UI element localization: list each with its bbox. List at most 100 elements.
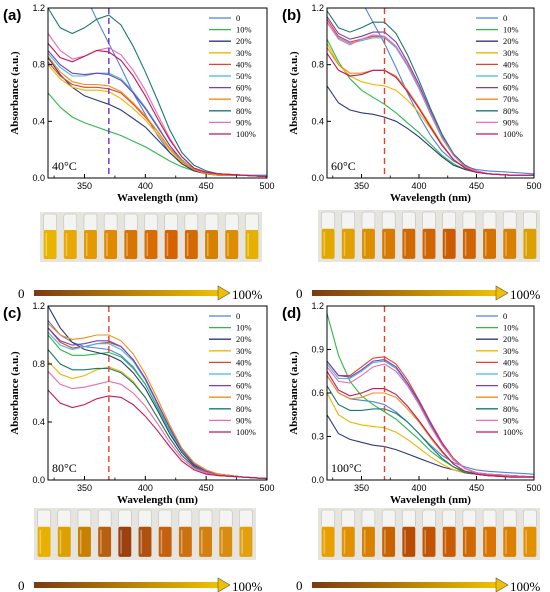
x-tick-label: 350 [77,483,92,493]
x-tick-label: 400 [411,181,426,191]
vial-4 [118,509,132,557]
series-line-0 [90,8,267,176]
legend-entry: 40% [236,357,252,367]
x-axis-label: Wavelength (nm) [390,192,471,204]
series-line-10% [48,334,267,480]
y-tick-label: 0.4 [311,116,324,126]
vial-2 [77,509,92,557]
vial-liquid [83,230,97,259]
x-tick-label: 350 [77,181,92,191]
vial-highlight [384,529,386,554]
series-line-90% [48,33,267,178]
vial-liquid [77,526,91,557]
vial-liquid [43,230,57,259]
legend-entry: 100% [236,129,256,139]
vial-liquid [178,526,192,557]
vial-highlight [39,529,42,554]
legend-entry: 60% [236,83,252,93]
series-line-70% [48,323,267,480]
vial-cap [503,509,517,528]
vial-liquid [144,230,158,259]
y-axis-label: Absorbance (a.u.) [9,351,21,435]
vial-5 [422,509,436,557]
vial-photo [40,212,262,262]
series-group [48,306,267,480]
legend-entry: 50% [236,71,252,81]
legend-entry: 50% [503,369,519,379]
vial-2 [83,213,98,259]
series-line-100% [327,52,534,176]
gradient-arrow-head [495,577,509,592]
vial-highlight [424,529,427,554]
vial-highlight [106,233,108,256]
panel-2: (c) 350 400 450 500 0.0 0.4 0.8 1.2 Wavelength (n… [3,301,275,592]
legend-entry: 70% [236,94,252,104]
vial-liquid [422,228,436,259]
x-axis-label: Wavelength (nm) [390,494,471,506]
vial-liquid [341,526,355,557]
y-tick-label: 1.2 [311,3,324,13]
vial-cap [77,509,92,528]
vial-liquid [523,526,537,557]
scale-end-label: 100% [232,579,263,592]
panel-label: (c) [3,305,21,322]
vial-7 [178,509,193,557]
vial-3 [381,211,396,259]
plot-frame [47,7,268,179]
vial-3 [381,509,396,557]
gradient-arrow-bar [312,582,496,588]
panel-label: (d) [282,305,301,322]
vial-cap [402,211,416,230]
x-tick-label: 400 [138,181,153,191]
legend-entry: 20% [236,36,252,46]
vial-cap [178,509,193,528]
vial-highlight [384,231,386,256]
vial-3 [97,509,112,557]
vial-cap [138,509,152,528]
scale-start-label: 0 [296,578,303,592]
vial-1 [57,509,71,557]
x-tick-label: 450 [469,181,484,191]
temperature-label: 40°C [52,159,77,173]
legend-entry: 10% [236,25,252,35]
legend-entry: 20% [503,334,519,344]
vial-liquid [361,526,375,557]
vial-cap [341,211,355,230]
gradient-arrow-head [217,285,231,301]
legend-entry: 50% [236,369,252,379]
legend-entry: 90% [236,117,252,127]
series-line-90% [327,363,534,478]
series-line-100% [48,389,267,480]
vial-liquid [138,526,152,557]
vial-photo [34,508,256,560]
vial-cap [361,509,376,528]
vial-cap [158,509,172,528]
vial-8 [482,509,497,557]
vial-cap [523,509,537,528]
vial-liquid [199,526,213,557]
vial-4 [124,213,138,259]
y-tick-label: 0.4 [32,116,45,126]
vial-6 [442,509,456,557]
y-tick-label: 0.3 [311,432,324,442]
vial-highlight [247,233,249,256]
legend-entry: 30% [236,48,252,58]
gradient-arrow-bar [312,290,496,296]
vial-5 [138,509,152,557]
series-line-100% [48,43,267,178]
vial-highlight [444,529,447,554]
legend-entry: 0 [503,13,507,23]
temperature-label: 60°C [331,159,356,173]
vial-cap [442,509,456,528]
vial-liquid [57,526,71,557]
legend-entry: 10% [503,25,519,35]
series-line-70% [48,55,267,178]
vial-liquid [442,526,456,557]
x-tick-label: 450 [199,483,214,493]
vial-cap [245,213,259,232]
vial-liquid [104,230,118,259]
legend-entry: 60% [236,381,252,391]
vial-0 [43,213,57,259]
vial-8 [198,509,213,557]
